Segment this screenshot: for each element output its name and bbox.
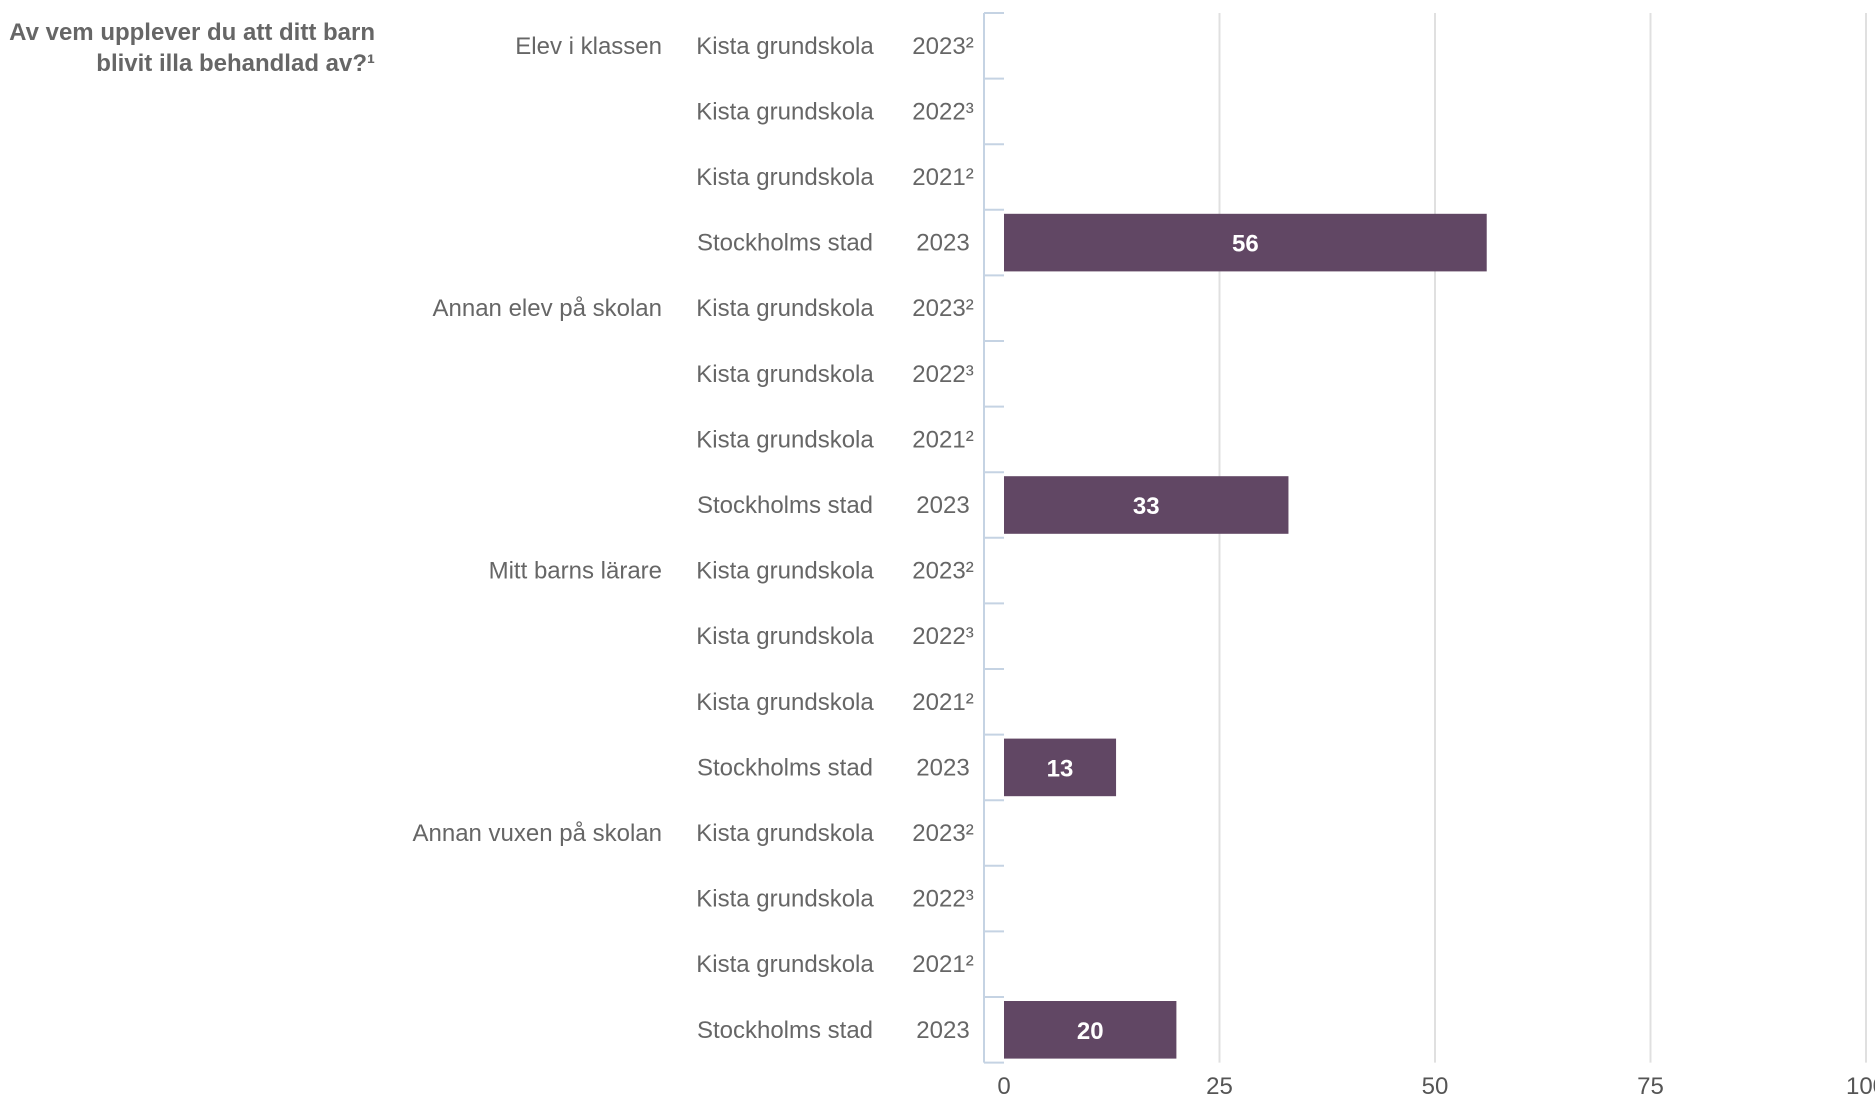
- grid-lines: [1218, 13, 1867, 1063]
- unit-label: Kista grundskola: [696, 820, 874, 847]
- bar: [1004, 1001, 1177, 1059]
- year-label: 2023: [916, 230, 969, 257]
- group-label: Annan vuxen på skolan: [412, 820, 662, 847]
- x-tick-label: 0: [997, 1073, 1010, 1100]
- year-label: 2022³: [912, 98, 973, 125]
- unit-label: Kista grundskola: [696, 33, 874, 60]
- year-label: 2023: [916, 492, 969, 519]
- unit-label: Kista grundskola: [696, 361, 874, 388]
- unit-label: Kista grundskola: [696, 295, 874, 322]
- bar: [1004, 738, 1117, 797]
- year-label: 2022³: [912, 361, 973, 388]
- year-label: 2021²: [912, 951, 973, 978]
- bar-value-label: 56: [1232, 231, 1259, 258]
- x-tick-label: 75: [1637, 1073, 1664, 1100]
- year-label: 2021²: [912, 426, 973, 453]
- unit-label: Kista grundskola: [696, 426, 874, 453]
- year-label: 2023²: [912, 33, 973, 60]
- y-axis: [983, 12, 1004, 1064]
- group-label: Mitt barns lärare: [489, 558, 662, 585]
- unit-label: Kista grundskola: [696, 951, 874, 978]
- year-label: 2022³: [912, 886, 973, 913]
- x-tick-label: 100: [1846, 1073, 1875, 1100]
- group-label: Elev i klassen: [515, 33, 662, 60]
- unit-label: Kista grundskola: [696, 623, 874, 650]
- bar-value-label: 20: [1077, 1018, 1104, 1045]
- year-label: 2023: [916, 754, 969, 781]
- chart-title-line-1: Av vem upplever du att ditt barn: [9, 19, 375, 46]
- unit-label: Stockholms stad: [697, 754, 873, 781]
- bar: [1004, 213, 1487, 272]
- unit-label: Kista grundskola: [696, 689, 874, 716]
- unit-label: Stockholms stad: [697, 230, 873, 257]
- chart-title-line-2: blivit illa behandlad av?¹: [96, 50, 375, 77]
- unit-label: Kista grundskola: [696, 886, 874, 913]
- group-label: Annan elev på skolan: [433, 295, 663, 322]
- x-axis-ticks: 0 25 50 75 100: [997, 1073, 1875, 1100]
- year-label: 2022³: [912, 623, 973, 650]
- unit-label: Kista grundskola: [696, 164, 874, 191]
- year-label: 2023: [916, 1017, 969, 1044]
- year-label: 2021²: [912, 689, 973, 716]
- year-label: 2023²: [912, 295, 973, 322]
- x-tick-label: 50: [1422, 1073, 1449, 1100]
- unit-label: Stockholms stad: [697, 492, 873, 519]
- year-label: 2023²: [912, 820, 973, 847]
- row-labels: Elev i klassen Kista grundskola 2023² Kista…: [412, 33, 973, 1044]
- bars: 56 33 13 20: [1004, 213, 1487, 1059]
- unit-label: Kista grundskola: [696, 98, 874, 125]
- unit-label: Kista grundskola: [696, 558, 874, 585]
- bar-value-label: 13: [1047, 755, 1074, 782]
- bar-value-label: 33: [1133, 493, 1160, 520]
- unit-label: Stockholms stad: [697, 1017, 873, 1044]
- year-label: 2023²: [912, 558, 973, 585]
- bar: [1004, 476, 1289, 534]
- year-label: 2021²: [912, 164, 973, 191]
- x-tick-label: 25: [1206, 1073, 1233, 1100]
